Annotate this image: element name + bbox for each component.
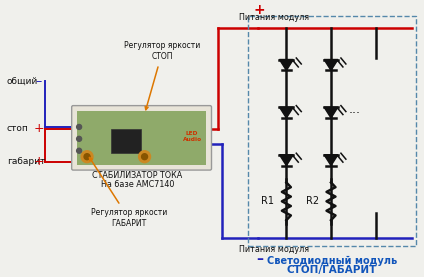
Circle shape	[81, 151, 93, 163]
Polygon shape	[324, 60, 338, 70]
Text: Регулятор яркости
СТОП: Регулятор яркости СТОП	[124, 41, 201, 110]
Text: ...: ...	[349, 102, 361, 116]
Circle shape	[77, 124, 81, 129]
Text: +: +	[254, 3, 265, 17]
FancyBboxPatch shape	[72, 106, 212, 170]
Circle shape	[139, 151, 151, 163]
Text: Светодиодный модуль: Светодиодный модуль	[267, 256, 397, 266]
Bar	[248, 16, 416, 246]
Polygon shape	[279, 107, 293, 118]
Circle shape	[84, 154, 90, 160]
Text: LED
Audio: LED Audio	[183, 132, 202, 142]
Text: +: +	[33, 155, 44, 168]
Polygon shape	[279, 60, 293, 70]
Text: Регулятор яркости
ГАБАРИТ: Регулятор яркости ГАБАРИТ	[89, 158, 167, 228]
Text: +: +	[33, 122, 44, 135]
Circle shape	[77, 136, 81, 141]
Text: На базе АМС7140: На базе АМС7140	[101, 181, 174, 189]
Text: СТОП/ГАБАРИТ: СТОП/ГАБАРИТ	[287, 265, 377, 275]
Text: –: –	[256, 252, 263, 266]
Polygon shape	[324, 155, 338, 166]
Text: СТАБИЛИЗАТОР ТОКА: СТАБИЛИЗАТОР ТОКА	[92, 171, 183, 179]
Bar	[77, 111, 206, 165]
Text: стоп: стоп	[7, 124, 28, 134]
Polygon shape	[279, 155, 293, 166]
Text: Питания модуля: Питания модуля	[240, 13, 310, 22]
Text: –: –	[35, 75, 42, 88]
Text: R1: R1	[262, 196, 274, 206]
Text: габарит: габарит	[7, 157, 45, 166]
Circle shape	[142, 154, 148, 160]
Text: Питания модуля: Питания модуля	[240, 245, 310, 254]
Polygon shape	[324, 107, 338, 118]
Circle shape	[77, 148, 81, 153]
Text: R2: R2	[306, 196, 319, 206]
Bar	[111, 129, 141, 153]
Text: общий: общий	[7, 77, 38, 86]
